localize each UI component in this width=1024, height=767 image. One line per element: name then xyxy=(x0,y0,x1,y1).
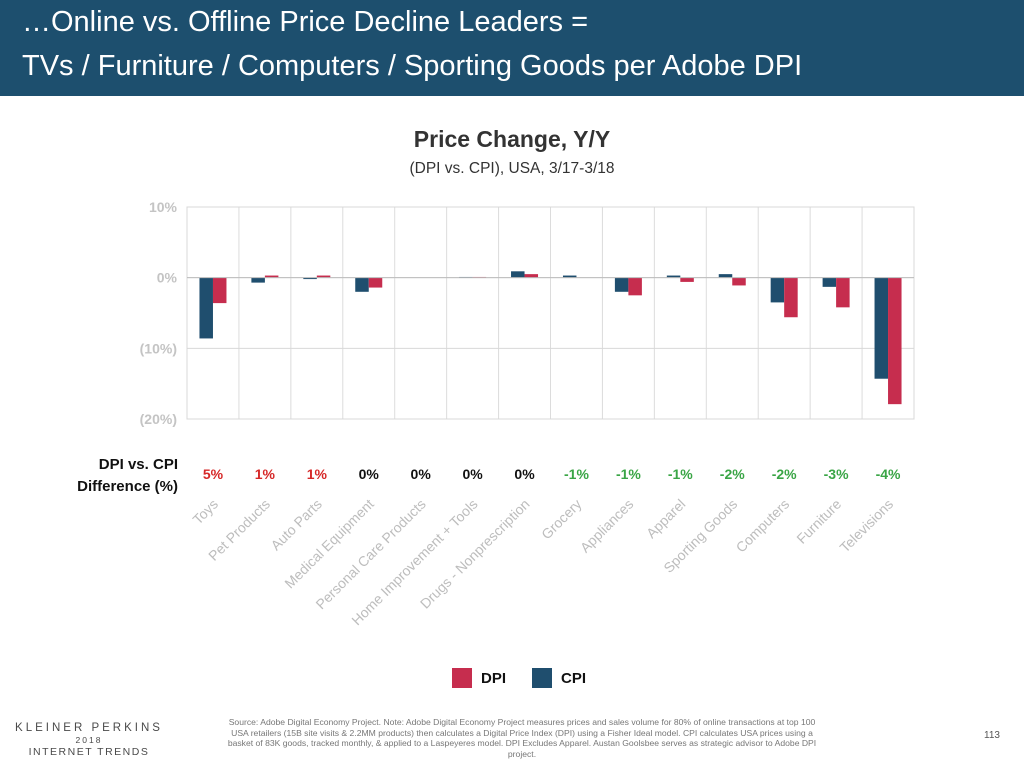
difference-value: -4% xyxy=(876,466,901,482)
difference-value: -2% xyxy=(720,466,745,482)
bar-dpi xyxy=(732,277,746,286)
bar-cpi xyxy=(303,277,317,280)
bar-dpi xyxy=(368,277,383,288)
bar-cpi xyxy=(355,277,369,292)
difference-header-line-2: Difference (%) xyxy=(77,478,178,495)
page-number: 113 xyxy=(984,730,1000,741)
bar-dpi xyxy=(680,277,694,282)
y-tick-label: (20%) xyxy=(140,411,177,427)
difference-value: -2% xyxy=(772,466,797,482)
difference-value: 0% xyxy=(411,466,432,482)
x-tick-label: Apparel xyxy=(643,496,688,541)
x-tick-label: Computers xyxy=(733,496,793,556)
x-tick-label: Medical Equipment xyxy=(281,496,377,592)
bar-cpi xyxy=(770,277,785,303)
bar-cpi xyxy=(822,277,837,287)
chart-title: Price Change, Y/Y xyxy=(413,126,611,152)
chart-subtitle: (DPI vs. CPI), USA, 3/17-3/18 xyxy=(409,160,615,177)
difference-value: -3% xyxy=(824,466,849,482)
slide-title-line-2: TVs / Furniture / Computers / Sporting G… xyxy=(22,50,803,82)
x-tick-label: Appliances xyxy=(577,496,637,556)
slide-header: …Online vs. Offline Price Decline Leader… xyxy=(0,0,1024,96)
difference-value: 5% xyxy=(203,466,224,482)
slide-title-line-1: …Online vs. Offline Price Decline Leader… xyxy=(22,6,589,38)
x-tick-label: Grocery xyxy=(538,496,585,543)
footer-logo-line-3: INTERNET TRENDS xyxy=(28,746,150,758)
x-tick-label: Televisions xyxy=(836,496,896,556)
legend-swatch-cpi xyxy=(532,668,552,688)
footer-logo-line-2: 2018 xyxy=(75,735,103,745)
difference-value: 1% xyxy=(255,466,276,482)
x-tick-label: Toys xyxy=(189,496,221,528)
bar-cpi xyxy=(562,275,577,278)
legend-label-dpi: DPI xyxy=(481,670,507,687)
difference-value: -1% xyxy=(616,466,641,482)
bar-cpi xyxy=(874,277,889,379)
bar-dpi xyxy=(264,275,279,278)
x-tick-label: Drugs - Nonprescription xyxy=(417,496,533,612)
bar-cpi xyxy=(511,271,525,278)
difference-value: -1% xyxy=(668,466,693,482)
difference-value: 0% xyxy=(462,466,483,482)
bar-cpi xyxy=(199,277,213,339)
footer-logo-line-1: KLEINER PERKINS xyxy=(15,722,163,734)
legend-label-cpi: CPI xyxy=(561,670,587,687)
bar-cpi xyxy=(718,274,733,278)
bar-dpi xyxy=(316,275,331,278)
y-tick-label: 0% xyxy=(157,270,178,286)
difference-value: 0% xyxy=(359,466,380,482)
bar-dpi xyxy=(836,277,850,308)
bar-cpi xyxy=(251,277,265,283)
bar-cpi xyxy=(666,275,681,278)
bar-dpi xyxy=(784,277,798,318)
bar-dpi xyxy=(524,274,539,278)
bar-dpi xyxy=(212,277,227,304)
difference-header-line-1: DPI vs. CPI xyxy=(98,456,178,473)
source-note: Source: Adobe Digital Economy Project. N… xyxy=(227,717,817,759)
bar-dpi xyxy=(628,277,642,296)
difference-value: 0% xyxy=(514,466,535,482)
y-tick-label: (10%) xyxy=(140,340,177,356)
bar-dpi xyxy=(888,277,902,405)
difference-value: -1% xyxy=(564,466,589,482)
y-tick-label: 10% xyxy=(149,199,178,215)
legend-swatch-dpi xyxy=(452,668,472,688)
bar-cpi xyxy=(614,277,629,292)
x-tick-label: Furniture xyxy=(793,496,844,547)
difference-value: 1% xyxy=(307,466,328,482)
